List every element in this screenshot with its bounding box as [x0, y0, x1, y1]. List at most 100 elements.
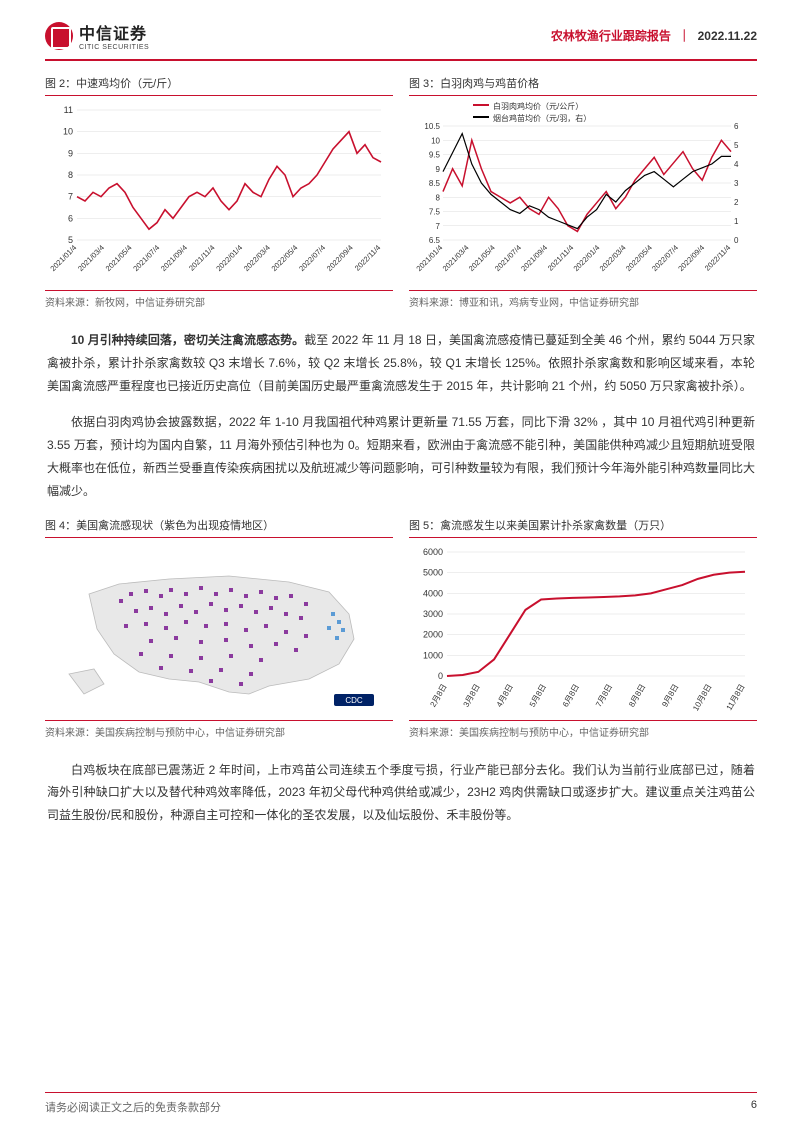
chart5-svg: 0 1000 2000 3000 4000 5000 6000 2月8日 3月8日 4月8日 5月8… [411, 544, 755, 712]
chart3-title: 图 3：白羽肉鸡与鸡苗价格 [409, 75, 757, 91]
svg-text:1: 1 [734, 217, 739, 226]
report-date: 2022.11.22 [698, 29, 757, 43]
svg-text:10: 10 [431, 136, 440, 145]
svg-text:2021/09/4: 2021/09/4 [519, 243, 549, 273]
svg-text:2021/01/4: 2021/01/4 [48, 243, 78, 273]
chart5-title: 图 5：禽流感发生以来美国累计扑杀家禽数量（万只） [409, 517, 757, 533]
svg-text:2021/09/4: 2021/09/4 [159, 243, 189, 273]
chart2-box: 5678910112021/01/42021/03/42021/05/42021… [45, 95, 393, 291]
svg-text:8: 8 [436, 193, 441, 202]
svg-text:8.5: 8.5 [429, 179, 441, 188]
chart5-box: 0 1000 2000 3000 4000 5000 6000 2月8日 3月8日 4月8日 5月8… [409, 537, 757, 721]
svg-text:2022/09/4: 2022/09/4 [676, 243, 706, 273]
svg-text:11: 11 [64, 105, 73, 115]
page-footer: 请务必阅读正文之后的免责条款部分 6 [45, 1092, 757, 1115]
svg-text:5月8日: 5月8日 [528, 682, 548, 708]
svg-text:2022/11/4: 2022/11/4 [703, 243, 733, 273]
svg-text:7: 7 [68, 192, 73, 202]
svg-text:4: 4 [734, 160, 739, 169]
svg-text:2022/07/4: 2022/07/4 [297, 243, 327, 273]
svg-text:8: 8 [68, 170, 73, 180]
page-header: 中信证券 CITIC SECURITIES 农林牧渔行业跟踪报告 ｜ 2022.… [0, 0, 802, 59]
svg-text:2022/11/4: 2022/11/4 [353, 243, 383, 273]
svg-text:2021/01/4: 2021/01/4 [414, 243, 444, 273]
paragraph-1: 10 月引种持续回落，密切关注禽流感态势。截至 2022 年 11 月 18 日… [45, 329, 757, 397]
svg-text:4月8日: 4月8日 [495, 682, 515, 708]
footer-disclaimer: 请务必阅读正文之后的免责条款部分 [45, 1099, 221, 1115]
svg-text:5000: 5000 [423, 567, 443, 577]
logo-block: 中信证券 CITIC SECURITIES [45, 20, 149, 51]
svg-text:2022/05/4: 2022/05/4 [624, 243, 654, 273]
chart4-svg: CDC [47, 544, 391, 712]
svg-text:10: 10 [63, 127, 73, 137]
chart2-title: 图 2：中速鸡均价（元/斤） [45, 75, 393, 91]
svg-text:7.5: 7.5 [429, 208, 441, 217]
svg-text:2: 2 [734, 198, 739, 207]
svg-text:6000: 6000 [423, 547, 443, 557]
logo-text-en: CITIC SECURITIES [79, 44, 149, 51]
svg-text:2021/11/4: 2021/11/4 [546, 243, 576, 273]
svg-text:2022/05/4: 2022/05/4 [270, 243, 300, 273]
svg-text:烟台鸡苗均价（元/羽，右）: 烟台鸡苗均价（元/羽，右） [493, 113, 591, 123]
paragraph-3: 白鸡板块在底部已震荡近 2 年时间，上市鸡苗公司连续五个季度亏损，行业产能已部分… [45, 759, 757, 827]
header-divider [45, 59, 757, 61]
svg-text:2021/07/4: 2021/07/4 [131, 243, 161, 273]
svg-text:9月8日: 9月8日 [660, 682, 680, 708]
svg-text:2021/11/4: 2021/11/4 [187, 243, 217, 273]
footer-page: 6 [751, 1099, 757, 1115]
svg-text:2022/03/4: 2022/03/4 [598, 243, 628, 273]
chart3-box: 白羽肉鸡均价（元/公斤） 烟台鸡苗均价（元/羽，右） 6.5 7 7.5 8 8.5 9 9.5… [409, 95, 757, 291]
svg-text:6月8日: 6月8日 [561, 682, 581, 708]
chart3-source: 资料来源：博亚和讯，鸡病专业网，中信证券研究部 [409, 294, 757, 309]
svg-text:6: 6 [68, 213, 73, 223]
svg-text:0: 0 [734, 236, 739, 245]
svg-text:CDC: CDC [345, 696, 363, 705]
svg-text:6: 6 [734, 122, 739, 131]
svg-text:10.5: 10.5 [424, 122, 440, 131]
svg-text:2022/01/4: 2022/01/4 [214, 243, 244, 273]
svg-text:3月8日: 3月8日 [462, 682, 482, 708]
svg-text:9: 9 [436, 165, 441, 174]
svg-text:2021/07/4: 2021/07/4 [493, 243, 523, 273]
svg-text:4000: 4000 [423, 588, 443, 598]
svg-text:2022/01/4: 2022/01/4 [572, 243, 602, 273]
svg-text:2021/05/4: 2021/05/4 [467, 243, 497, 273]
chart5-source: 资料来源：美国疾病控制与预防中心，中信证券研究部 [409, 724, 757, 739]
svg-text:5: 5 [734, 141, 739, 150]
svg-text:9: 9 [68, 148, 73, 158]
chart2-source: 资料来源：新牧网，中信证券研究部 [45, 294, 393, 309]
chart-row-bottom: 图 4：美国禽流感现状（紫色为出现疫情地区） CDC 资料来源：美国疾病控制与预… [45, 517, 757, 749]
para1-bold: 10 月引种持续回落，密切关注禽流感态势。 [71, 333, 304, 347]
chart3-svg: 白羽肉鸡均价（元/公斤） 烟台鸡苗均价（元/羽，右） 6.5 7 7.5 8 8.5 9 9.5… [411, 102, 755, 282]
chart4-box: CDC [45, 537, 393, 721]
header-right: 农林牧渔行业跟踪报告 ｜ 2022.11.22 [551, 27, 757, 44]
svg-text:2000: 2000 [423, 629, 443, 639]
svg-text:2022/03/4: 2022/03/4 [242, 243, 272, 273]
svg-text:6.5: 6.5 [429, 236, 441, 245]
svg-text:3: 3 [734, 179, 739, 188]
svg-text:7: 7 [436, 222, 441, 231]
svg-text:8月8日: 8月8日 [627, 682, 647, 708]
chart-row-top: 图 2：中速鸡均价（元/斤） 5678910112021/01/42021/03… [45, 75, 757, 319]
paragraph-2: 依据白羽肉鸡协会披露数据，2022 年 1-10 月我国祖代种鸡累计更新量 71… [45, 411, 757, 502]
svg-text:0: 0 [438, 671, 443, 681]
report-type: 农林牧渔行业跟踪报告 [551, 29, 671, 43]
svg-text:2021/03/4: 2021/03/4 [441, 243, 471, 273]
svg-text:7月8日: 7月8日 [594, 682, 614, 708]
svg-text:1000: 1000 [423, 650, 443, 660]
svg-text:2月8日: 2月8日 [428, 682, 448, 708]
svg-text:3000: 3000 [423, 609, 443, 619]
svg-text:2022/09/4: 2022/09/4 [325, 243, 355, 273]
svg-text:9.5: 9.5 [429, 151, 441, 160]
logo-text-cn: 中信证券 [79, 20, 149, 44]
chart4-title: 图 4：美国禽流感现状（紫色为出现疫情地区） [45, 517, 393, 533]
logo-icon [45, 22, 73, 50]
svg-text:2022/07/4: 2022/07/4 [650, 243, 680, 273]
svg-text:白羽肉鸡均价（元/公斤）: 白羽肉鸡均价（元/公斤） [493, 102, 583, 111]
svg-text:11月8日: 11月8日 [725, 682, 747, 711]
svg-text:10月8日: 10月8日 [691, 682, 713, 712]
chart2-svg: 5678910112021/01/42021/03/42021/05/42021… [47, 102, 391, 282]
svg-text:2021/05/4: 2021/05/4 [104, 243, 134, 273]
svg-text:2021/03/4: 2021/03/4 [76, 243, 106, 273]
chart4-source: 资料来源：美国疾病控制与预防中心，中信证券研究部 [45, 724, 393, 739]
